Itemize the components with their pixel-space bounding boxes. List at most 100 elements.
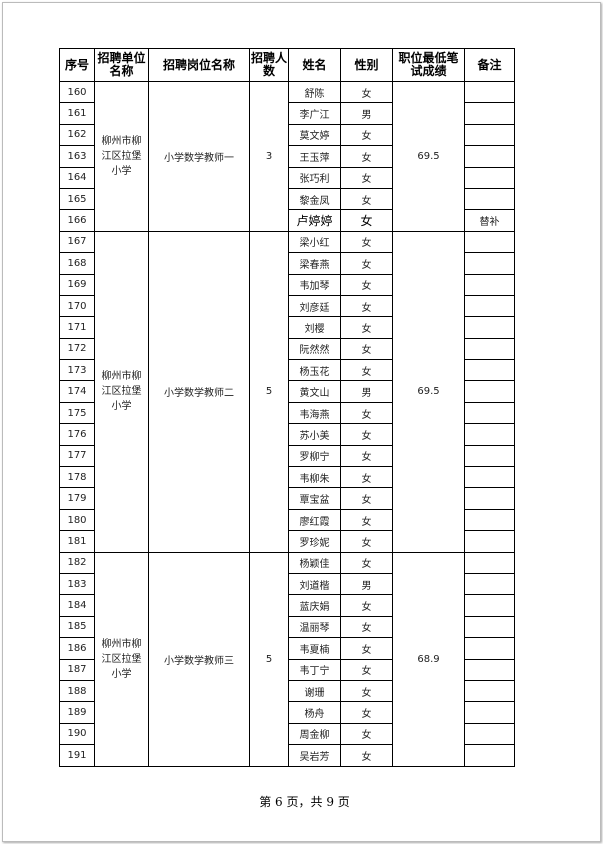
candidate-name: 张巧利 (288, 166, 341, 189)
candidate-gender: 女 (340, 658, 393, 681)
hire-count: 5 (249, 230, 289, 553)
table-row: 168 梁春燕女 (59, 252, 515, 275)
row-number: 189 (59, 701, 95, 724)
candidate-gender: 女 (340, 530, 393, 553)
candidate-gender: 男 (340, 572, 393, 596)
candidate-gender: 女 (340, 594, 393, 617)
table-row: 164 张巧利女 (59, 166, 515, 189)
candidate-gender: 女 (340, 679, 393, 703)
row-number: 176 (59, 423, 95, 446)
candidate-gender: 女 (340, 273, 393, 296)
row-number: 181 (59, 530, 95, 553)
candidate-gender: 女 (340, 166, 393, 189)
note (464, 594, 515, 617)
candidate-name: 温丽琴 (288, 615, 341, 639)
table-row: 167 柳州市柳江区拉堡小学 小学数学教师二 5 梁小红女 69.5 (59, 230, 515, 553)
note (464, 166, 515, 189)
row-number: 182 (59, 551, 95, 574)
row-number: 167 (59, 230, 95, 254)
candidate-name: 罗珍妮 (288, 530, 341, 553)
note (464, 187, 515, 211)
note (464, 294, 515, 318)
note (464, 316, 515, 339)
note (464, 380, 515, 403)
row-number: 170 (59, 294, 95, 318)
candidate-name: 梁小红 (288, 230, 341, 254)
candidate-name: 韦柳朱 (288, 466, 341, 489)
candidate-name: 苏小美 (288, 423, 341, 446)
note (464, 359, 515, 382)
candidate-gender: 女 (340, 423, 393, 446)
candidate-gender: 女 (340, 230, 393, 254)
row-number: 177 (59, 444, 95, 468)
row-number: 166 (59, 209, 95, 232)
note (464, 80, 515, 104)
note (464, 444, 515, 468)
note (464, 722, 515, 746)
position-name: 小学数学教师一 (148, 81, 250, 232)
candidate-gender: 女 (340, 187, 393, 211)
candidate-gender: 女 (340, 487, 393, 510)
note (464, 658, 515, 681)
header-position: 招聘岗位名称 (148, 48, 250, 82)
row-number: 165 (59, 187, 95, 211)
candidate-gender: 女 (340, 551, 393, 574)
candidate-name: 覃宝盆 (288, 487, 341, 510)
note (464, 487, 515, 510)
table-row: 184 蓝庆娟女 (59, 594, 515, 617)
table-row: 191 吴岩芳女 (59, 744, 515, 767)
note (464, 337, 515, 361)
candidate-name: 黎金凤 (288, 187, 341, 211)
table-row: 172 阮然然女 (59, 337, 515, 361)
row-number: 185 (59, 615, 95, 639)
note (464, 551, 515, 574)
candidate-name: 周金柳 (288, 722, 341, 746)
table-row: 186 韦夏楠女 (59, 637, 515, 660)
candidate-gender: 女 (340, 337, 393, 361)
candidate-name: 杨舟 (288, 701, 341, 724)
header-count: 招聘人数 (249, 48, 289, 82)
candidate-gender: 女 (340, 294, 393, 318)
header-note: 备注 (464, 48, 515, 82)
candidate-name: 刘彦廷 (288, 294, 341, 318)
table-row: 183 刘道楷男 (59, 572, 515, 596)
note (464, 401, 515, 425)
row-number: 164 (59, 166, 95, 189)
candidate-gender: 女 (340, 401, 393, 425)
candidate-name: 韦海燕 (288, 401, 341, 425)
header-score: 职位最低笔试成绩 (392, 48, 465, 82)
note (464, 615, 515, 639)
candidate-name: 刘樱 (288, 316, 341, 339)
candidate-name: 阮然然 (288, 337, 341, 361)
candidate-gender: 女 (340, 209, 393, 232)
row-number: 183 (59, 572, 95, 596)
row-number: 184 (59, 594, 95, 617)
row-number: 186 (59, 637, 95, 660)
candidate-name: 韦夏楠 (288, 637, 341, 660)
candidate-name: 莫文婷 (288, 123, 341, 147)
row-number: 162 (59, 123, 95, 147)
min-score: 69.5 (392, 230, 465, 553)
min-score: 69.5 (392, 81, 465, 232)
table-row: 182 柳州市柳江区拉堡小学 小学数学教师三 5 杨颖佳女 68.9 (59, 551, 515, 767)
table-row: 179 覃宝盆女 (59, 487, 515, 510)
header-row: 序号 招聘单位名称 招聘岗位名称 招聘人数 姓名 性别 职位最低笔试成绩 备注 (59, 48, 515, 82)
table-row: 189 杨舟女 (59, 701, 515, 724)
note (464, 423, 515, 446)
table-row: 176 苏小美女 (59, 423, 515, 446)
note (464, 572, 515, 596)
note (464, 744, 515, 767)
hire-count: 5 (249, 551, 289, 767)
candidate-gender: 女 (340, 145, 393, 168)
note (464, 145, 515, 168)
note (464, 230, 515, 254)
position-name: 小学数学教师二 (148, 230, 250, 553)
note (464, 466, 515, 489)
table-row: 166 卢婷婷女 替补 (59, 209, 515, 232)
row-number: 188 (59, 679, 95, 703)
hire-count: 3 (249, 81, 289, 232)
candidate-gender: 女 (340, 359, 393, 382)
header-no: 序号 (59, 48, 95, 82)
candidate-gender: 女 (340, 252, 393, 275)
table-row: 165 黎金凤女 (59, 187, 515, 211)
